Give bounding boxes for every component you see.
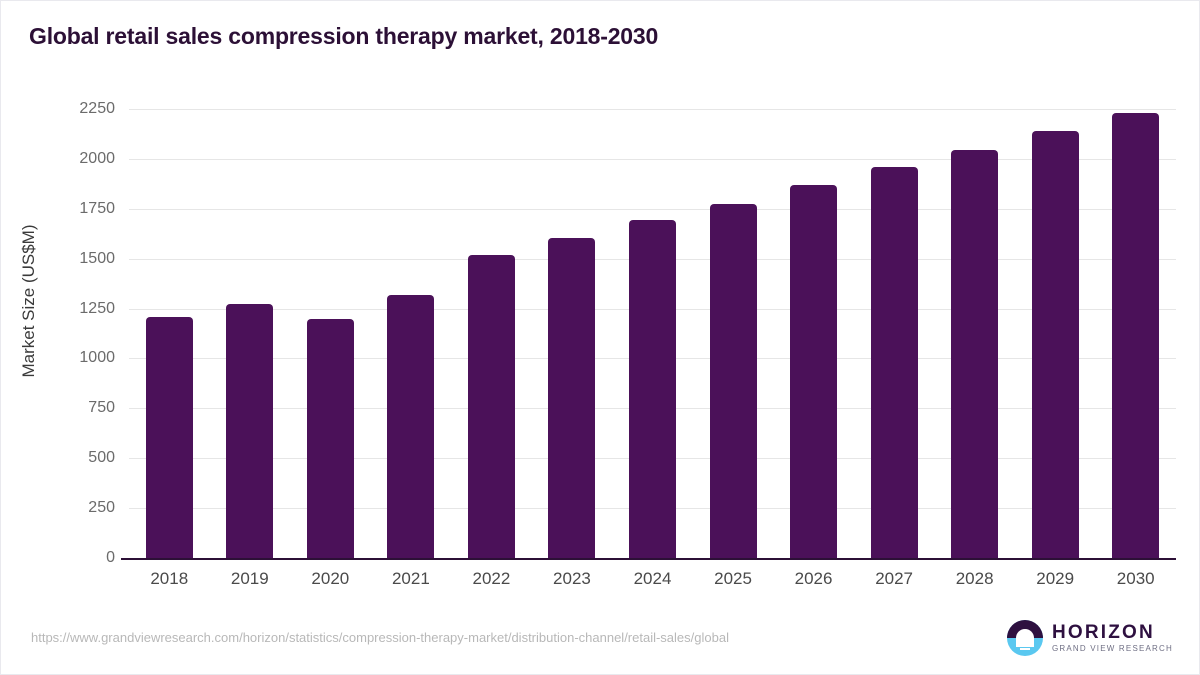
- y-tick-label: 750: [88, 399, 115, 417]
- y-tick-label: 0: [106, 549, 115, 566]
- logo-wordmark: HORIZON: [1051, 622, 1155, 643]
- page-title: Global retail sales compression therapy …: [29, 23, 659, 49]
- x-tick-label: 2023: [553, 569, 591, 588]
- bar[interactable]: [790, 185, 838, 558]
- y-tick-label: 250: [88, 499, 115, 517]
- y-tick-label: 1500: [79, 249, 115, 267]
- bar[interactable]: [387, 294, 435, 558]
- horizon-logo-mark-icon: [1006, 620, 1043, 656]
- gridline: [129, 109, 1176, 110]
- y-tick-label: 1250: [79, 299, 115, 317]
- logo-text: HORIZON GRAND VIEW RESEARCH: [1052, 623, 1173, 653]
- plot-area: [129, 109, 1176, 558]
- x-tick-label: 2029: [1036, 569, 1075, 588]
- y-tick-label: 2000: [79, 149, 115, 167]
- y-tick-label: 1000: [79, 349, 115, 367]
- bar[interactable]: [709, 203, 757, 558]
- bar[interactable]: [306, 318, 354, 558]
- x-tick-label: 2022: [472, 569, 511, 588]
- x-tick-label: 2019: [230, 569, 269, 588]
- x-tick-label: 2018: [150, 569, 189, 588]
- x-tick-label: 2024: [633, 569, 672, 588]
- y-tick-label: 1750: [79, 199, 115, 217]
- bar[interactable]: [226, 303, 274, 558]
- horizon-logo[interactable]: HORIZON GRAND VIEW RESEARCH: [1006, 618, 1173, 658]
- y-tick-label: 2250: [79, 100, 115, 117]
- x-tick-label: 2028: [955, 569, 994, 588]
- source-url[interactable]: https://www.grandviewresearch.com/horizo…: [31, 630, 729, 645]
- bar[interactable]: [548, 237, 596, 558]
- x-axis-line: [121, 558, 1176, 560]
- bar[interactable]: [951, 149, 999, 558]
- x-tick-label: 2027: [875, 569, 914, 588]
- x-tick-label: 2021: [391, 569, 430, 588]
- bar[interactable]: [467, 254, 515, 558]
- x-tick-label: 2020: [311, 569, 350, 588]
- logo-tagline: GRAND VIEW RESEARCH: [1051, 644, 1173, 653]
- x-tick-label: 2026: [794, 569, 833, 588]
- bar[interactable]: [1112, 113, 1160, 558]
- y-axis-label: Market Size (US$M): [19, 224, 38, 378]
- bar[interactable]: [870, 167, 918, 558]
- gridline: [129, 208, 1176, 210]
- gridline: [129, 158, 1176, 160]
- y-tick-label: 500: [88, 449, 115, 467]
- bar[interactable]: [629, 220, 676, 558]
- x-tick-label: 2025: [714, 569, 752, 588]
- bar[interactable]: [145, 316, 193, 558]
- x-tick-label: 2030: [1116, 569, 1155, 588]
- bar[interactable]: [1031, 131, 1079, 558]
